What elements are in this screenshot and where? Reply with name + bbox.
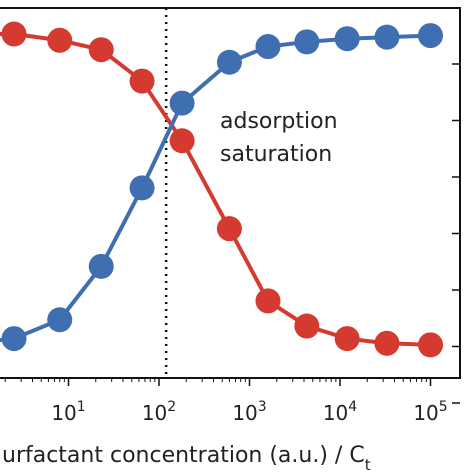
data-point xyxy=(88,253,114,279)
data-point xyxy=(47,307,73,333)
data-point xyxy=(169,128,195,154)
data-point xyxy=(294,313,320,339)
x-tick-label: 103 xyxy=(232,399,266,425)
series-line-1 xyxy=(0,33,431,343)
series-line-0 xyxy=(0,32,431,347)
x-tick-label: 102 xyxy=(142,399,176,425)
data-point xyxy=(129,68,155,94)
chart-text: 0101102103104105adsorptionsaturationurfa… xyxy=(2,109,448,474)
data-point xyxy=(216,49,242,75)
data-marks xyxy=(0,21,443,358)
data-point xyxy=(418,332,443,358)
data-point xyxy=(216,216,242,242)
data-point xyxy=(418,23,443,49)
axes-frame xyxy=(0,7,461,379)
plot-area xyxy=(0,7,461,404)
x-tick-label: 104 xyxy=(323,399,357,425)
data-point xyxy=(1,21,27,47)
data-point xyxy=(255,34,281,60)
data-point xyxy=(334,26,360,52)
data-point xyxy=(374,24,400,50)
x-axis-label: urfactant concentration (a.u.) / Ct xyxy=(2,443,371,474)
x-tick-label: 101 xyxy=(51,399,85,425)
data-point xyxy=(169,90,195,116)
x-tick-label: 105 xyxy=(413,399,447,425)
data-point xyxy=(1,326,27,352)
data-point xyxy=(374,330,400,356)
data-point xyxy=(255,288,281,314)
data-point xyxy=(88,37,114,63)
data-point xyxy=(129,175,155,201)
data-point xyxy=(294,29,320,55)
annotation-line: saturation xyxy=(220,142,332,167)
data-point xyxy=(334,326,360,352)
annotation-line: adsorption xyxy=(220,109,338,134)
data-point xyxy=(47,27,73,53)
